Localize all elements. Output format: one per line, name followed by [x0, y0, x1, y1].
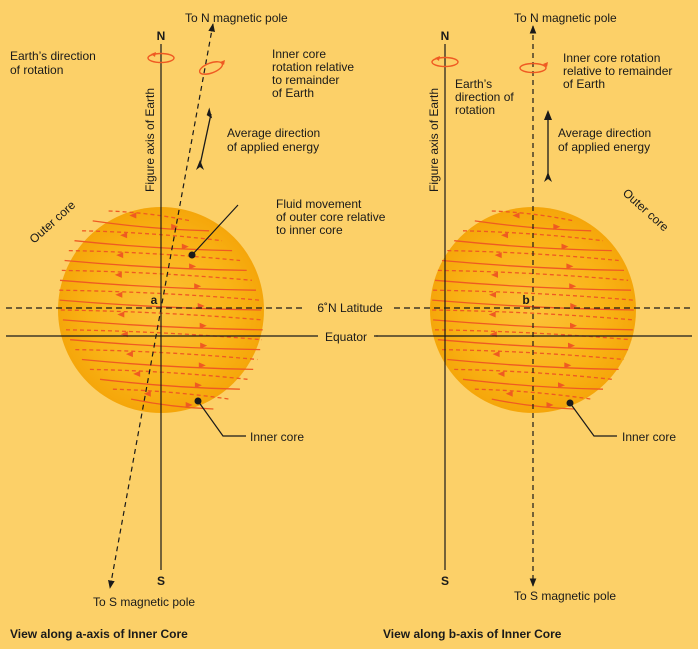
- energy-label-b: Average direction of applied energy: [558, 126, 655, 154]
- energy-arrow-a: [196, 107, 214, 170]
- caption-a: View along a-axis of Inner Core: [10, 627, 188, 641]
- top-pole-label-b: To N magnetic pole: [514, 11, 617, 25]
- core-rotation-label-b: Inner core rotation relative to remainde…: [563, 51, 676, 91]
- outer-core-label-b: Outer core: [620, 186, 672, 235]
- center-label-b: b: [522, 293, 529, 307]
- earth-rotation-label-a: Earth’s direction of rotation: [10, 49, 99, 77]
- n-label-b: N: [441, 29, 450, 43]
- top-pole-label-a: To N magnetic pole: [185, 11, 288, 25]
- bottom-pole-label-b: To S magnetic pole: [514, 589, 616, 603]
- inner-core-label-a: Inner core: [250, 430, 304, 444]
- fluid-label-a: Fluid movement of outer core relative to…: [276, 197, 389, 237]
- axis-label-a: Figure axis of Earth: [143, 88, 157, 192]
- earth-rotation-label-b: Earth’s direction of rotation: [455, 77, 517, 117]
- outer-core-label-a: Outer core: [27, 198, 79, 247]
- s-label-b: S: [441, 574, 449, 588]
- core-rotation-label-a: Inner core rotation relative to remainde…: [272, 47, 357, 100]
- center-label-a: a: [151, 293, 158, 307]
- s-label-a: S: [157, 574, 165, 588]
- equator-label: Equator: [325, 330, 367, 344]
- core-rotation-icon-a: [198, 59, 225, 77]
- bottom-pole-label-a: To S magnetic pole: [93, 595, 195, 609]
- axis-label-b: Figure axis of Earth: [427, 88, 441, 192]
- energy-arrow-b: [544, 110, 552, 182]
- inner-core-leader-a: [198, 401, 246, 436]
- inner-core-label-b: Inner core: [622, 430, 676, 444]
- inner-core-point-b: [567, 400, 574, 407]
- n-label-a: N: [157, 29, 166, 43]
- inner-core-point-a: [195, 398, 202, 405]
- latitude-label: 6˚N Latitude: [317, 301, 383, 315]
- inner-core-leader-b: [570, 403, 617, 436]
- energy-label-a: Average direction of applied energy: [227, 126, 324, 154]
- caption-b: View along b-axis of Inner Core: [383, 627, 562, 641]
- core-rotation-icon-b: [520, 62, 548, 73]
- fluid-point-a: [189, 252, 196, 259]
